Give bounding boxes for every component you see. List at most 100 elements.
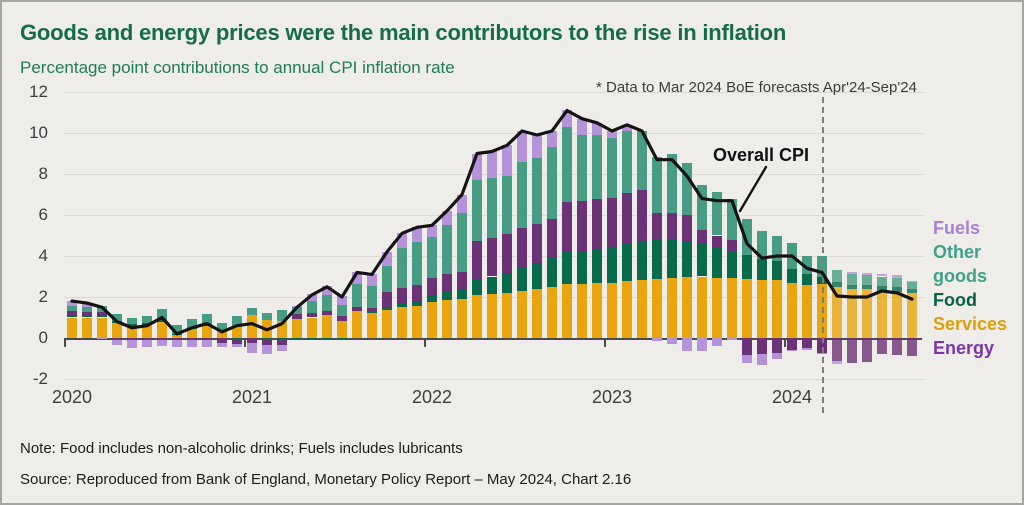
bar-segment-other-goods	[352, 283, 362, 308]
bar-segment-other-goods	[622, 130, 632, 194]
bar-segment-other-goods	[652, 156, 662, 213]
bar-segment-food	[337, 338, 347, 340]
bar-segment-energy	[832, 338, 842, 361]
bar-segment-food	[292, 338, 302, 340]
bar-segment-other-goods	[187, 318, 197, 328]
bar-segment-energy	[652, 212, 662, 240]
bar-segment-food	[787, 269, 797, 283]
bar-segment-food	[457, 289, 467, 300]
bar-segment-other-goods	[247, 308, 257, 316]
legend-item-other-goods: Other goods	[933, 242, 987, 286]
bar-segment-services	[382, 310, 392, 338]
bar-segment-energy	[292, 314, 302, 319]
bar-segment-fuels	[337, 295, 347, 306]
bar-segment-food	[652, 239, 662, 279]
bar-segment-energy	[697, 230, 707, 244]
bar-segment-food	[142, 322, 152, 325]
bar-segment-energy	[907, 338, 917, 357]
bar-segment-services	[307, 317, 317, 338]
bar-segment-fuels	[277, 345, 287, 352]
bar-segment-energy	[67, 311, 77, 317]
bar-segment-services	[907, 292, 917, 338]
bar-segment-services	[352, 311, 362, 338]
chart-title: Goods and energy prices were the main co…	[20, 20, 787, 45]
bar-segment-food	[592, 248, 602, 283]
bar-segment-other-goods	[547, 147, 557, 220]
bar-segment-other-goods	[127, 317, 137, 324]
bar-segment-energy	[127, 338, 137, 341]
bar-segment-energy	[727, 239, 737, 251]
bar-segment-other-goods	[742, 219, 752, 255]
bar-segment-energy	[202, 338, 212, 341]
bar-segment-fuels	[877, 274, 887, 277]
bar-segment-services	[427, 302, 437, 338]
bar-segment-energy	[322, 311, 332, 316]
bar-segment-services	[682, 276, 692, 338]
bar-segment-food	[907, 288, 917, 293]
bar-segment-food	[622, 243, 632, 281]
bar-segment-food	[232, 338, 242, 340]
bar-segment-other-goods	[517, 161, 527, 229]
bar-segment-energy	[802, 338, 812, 349]
bar-segment-fuels	[307, 293, 317, 302]
bar-segment-fuels	[487, 151, 497, 179]
bar-segment-food	[712, 247, 722, 278]
bar-segment-services	[877, 290, 887, 338]
bar-segment-services	[187, 328, 197, 338]
bar-segment-fuels	[577, 118, 587, 136]
bar-segment-energy	[247, 338, 257, 344]
bar-segment-services	[202, 325, 212, 338]
bar-segment-energy	[787, 338, 797, 351]
y-axis-tick-label: 8	[38, 164, 48, 183]
bar-segment-energy	[667, 212, 677, 240]
bar-segment-fuels	[772, 353, 782, 359]
y-axis-tick-label: 10	[29, 123, 48, 142]
bar-segment-fuels	[802, 348, 812, 351]
bar-segment-fuels	[847, 272, 857, 275]
bar-segment-other-goods	[157, 309, 167, 320]
bar-segment-services	[742, 278, 752, 338]
bar-segment-energy	[412, 284, 422, 302]
bar-segment-fuels	[382, 251, 392, 267]
bar-segment-food	[277, 338, 287, 340]
bar-segment-energy	[157, 338, 167, 341]
bar-segment-services	[337, 320, 347, 338]
bar-segment-other-goods	[217, 322, 227, 330]
bar-segment-food	[487, 276, 497, 294]
bar-segment-energy	[472, 240, 482, 280]
bar-segment-other-goods	[142, 316, 152, 323]
bar-segment-food	[382, 308, 392, 311]
bar-segment-other-goods	[712, 192, 722, 236]
bar-segment-services	[862, 288, 872, 338]
bar-segment-energy	[352, 307, 362, 312]
bar-segment-food	[667, 239, 677, 278]
bar-segment-other-goods	[262, 313, 272, 320]
bar-segment-fuels	[217, 343, 227, 348]
bar-segment-fuels	[532, 135, 542, 158]
bar-segment-energy	[502, 234, 512, 274]
bar-segment-services	[757, 279, 767, 338]
bar-segment-energy	[382, 291, 392, 309]
bar-segment-services	[892, 291, 902, 338]
bar-segment-services	[82, 317, 92, 338]
bar-segment-other-goods	[877, 276, 887, 286]
bar-segment-services	[262, 319, 272, 338]
bar-segment-fuels	[832, 360, 842, 364]
bar-segment-food	[157, 319, 167, 322]
y-axis-tick-label: -2	[32, 369, 48, 388]
x-axis-line	[64, 338, 922, 340]
bar-segment-other-goods	[277, 310, 287, 321]
legend-item-services: Services	[933, 314, 1008, 334]
bar-segment-services	[727, 277, 737, 338]
bar-segment-services	[67, 317, 77, 338]
bar-segment-services	[172, 334, 182, 338]
bar-segment-services	[787, 282, 797, 338]
bar-segment-food	[547, 258, 557, 287]
bar-segment-fuels	[292, 306, 302, 308]
bar-segment-other-goods	[772, 235, 782, 262]
bar-segment-other-goods	[682, 162, 692, 215]
bar-segment-food	[637, 240, 647, 280]
bar-segment-energy	[457, 272, 467, 290]
bar-segment-fuels	[262, 345, 272, 355]
bar-segment-fuels	[157, 340, 167, 347]
